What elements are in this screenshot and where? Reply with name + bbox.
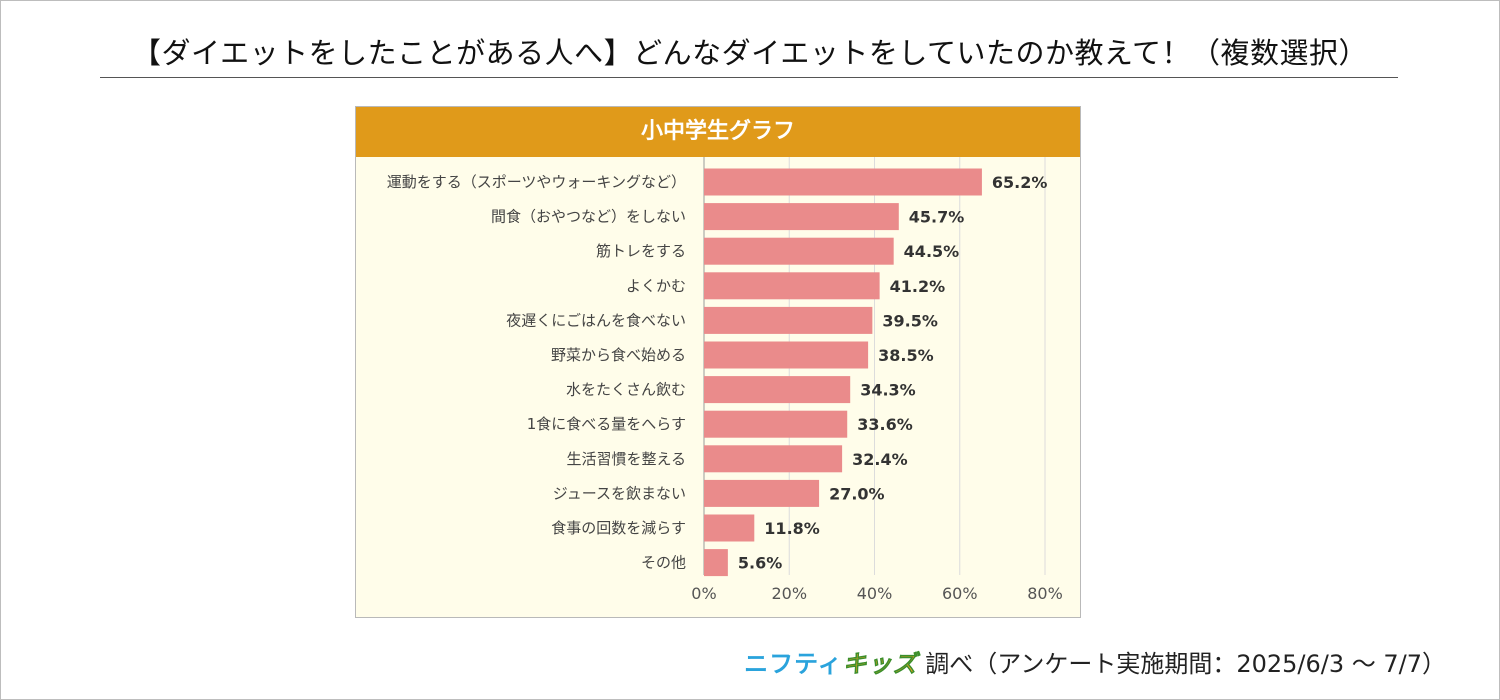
bar-6 bbox=[704, 376, 851, 404]
category-label-8: 生活習慣を整える bbox=[566, 450, 686, 468]
x-tick-label-40: 40% bbox=[857, 584, 893, 603]
category-label-5: 野菜から食べ始める bbox=[551, 346, 686, 364]
bar-3 bbox=[704, 272, 880, 300]
category-label-4: 夜遅くにごはんを食べない bbox=[506, 311, 686, 329]
category-label-0: 運動をする（スポーツやウォーキングなど） bbox=[387, 173, 686, 191]
category-label-10: 食事の回数を減らす bbox=[551, 519, 686, 537]
brand-logo-nifty: ニフティ bbox=[744, 650, 843, 678]
value-label-10: 11.8% bbox=[764, 519, 820, 538]
category-label-11: その他 bbox=[641, 554, 686, 572]
value-label-5: 38.5% bbox=[878, 346, 934, 365]
bar-1 bbox=[704, 203, 899, 231]
value-label-4: 39.5% bbox=[882, 311, 938, 330]
value-label-8: 32.4% bbox=[852, 450, 908, 469]
chart-title: 小中学生グラフ bbox=[356, 107, 1080, 157]
category-label-6: 水をたくさん飲む bbox=[566, 381, 686, 399]
chart-panel: 小中学生グラフ 運動をする（スポーツやウォーキングなど） 65.2% 間食（おやつな… bbox=[355, 106, 1081, 618]
bar-9 bbox=[704, 479, 820, 507]
survey-credit: ニフティキッズ 調べ（アンケート実施期間：2025/6/3 ～ 7/7） bbox=[744, 644, 1446, 679]
value-label-7: 33.6% bbox=[857, 415, 913, 434]
x-tick-label-0: 0% bbox=[691, 584, 716, 603]
value-label-1: 45.7% bbox=[909, 208, 965, 227]
category-label-1: 間食（おやつなど）をしない bbox=[491, 208, 686, 226]
bar-10 bbox=[704, 514, 755, 542]
bar-11 bbox=[704, 549, 728, 577]
bar-5 bbox=[704, 341, 869, 369]
value-label-11: 5.6% bbox=[738, 554, 782, 573]
bar-8 bbox=[704, 445, 843, 473]
brand-logo-kids: キッズ bbox=[842, 650, 918, 679]
category-label-7: 1食に食べる量をへらす bbox=[527, 415, 686, 433]
value-label-3: 41.2% bbox=[890, 277, 946, 296]
category-label-9: ジュースを飲まない bbox=[553, 484, 686, 502]
value-label-9: 27.0% bbox=[829, 484, 885, 503]
x-tick-label-20: 20% bbox=[771, 584, 807, 603]
x-tick-label-60: 60% bbox=[942, 584, 978, 603]
x-tick-label-80: 80% bbox=[1027, 584, 1063, 603]
bar-chart: 運動をする（スポーツやウォーキングなど） 65.2% 間食（おやつなど）をしない 45… bbox=[387, 157, 1063, 603]
bar-0 bbox=[704, 168, 982, 196]
bar-4 bbox=[704, 306, 873, 334]
value-label-2: 44.5% bbox=[904, 242, 960, 261]
value-label-6: 34.3% bbox=[860, 381, 916, 400]
title-divider bbox=[100, 77, 1398, 78]
bar-2 bbox=[704, 237, 894, 265]
category-label-3: よくかむ bbox=[626, 277, 686, 295]
page-title: 【ダイエットをしたことがある人へ】どんなダイエットをしていたのか教えて！（複数選… bbox=[131, 36, 1369, 70]
bar-7 bbox=[704, 410, 848, 438]
value-label-0: 65.2% bbox=[992, 173, 1048, 192]
credit-text: 調べ（アンケート実施期間：2025/6/3 ～ 7/7） bbox=[925, 650, 1446, 678]
category-label-2: 筋トレをする bbox=[596, 242, 686, 260]
